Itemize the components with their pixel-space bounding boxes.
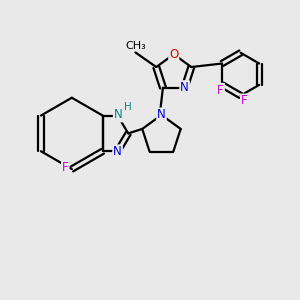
Text: F: F [62, 161, 69, 174]
Text: F: F [217, 84, 224, 97]
Text: N: N [180, 81, 189, 94]
Text: CH₃: CH₃ [125, 41, 146, 51]
Text: F: F [241, 94, 247, 107]
Text: O: O [169, 48, 178, 61]
Text: N: N [157, 109, 166, 122]
Text: H: H [124, 102, 131, 112]
Text: N: N [114, 109, 122, 122]
Text: N: N [113, 145, 122, 158]
